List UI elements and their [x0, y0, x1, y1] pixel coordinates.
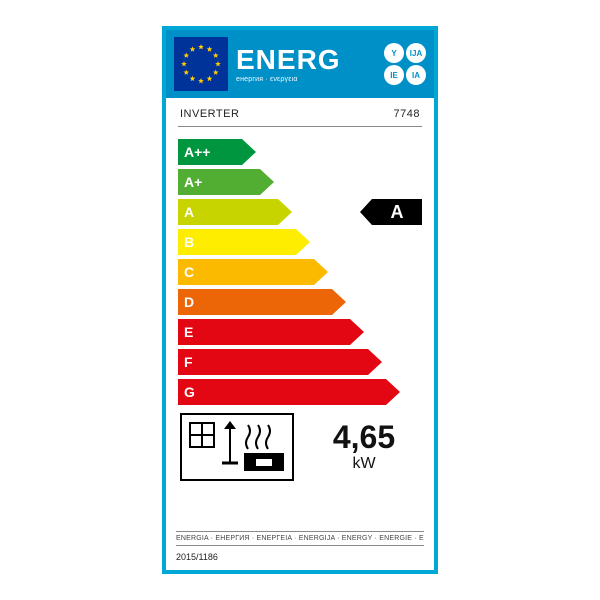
power-output: 4,65 kW — [308, 413, 420, 481]
svg-text:G: G — [184, 384, 195, 400]
divider — [178, 126, 422, 127]
svg-text:C: C — [184, 264, 194, 280]
product-row: INVERTER 7748 — [166, 98, 434, 126]
svg-text:D: D — [184, 294, 194, 310]
lang-cell: IA — [406, 65, 426, 85]
eu-flag-icon — [174, 37, 228, 91]
svg-text:A++: A++ — [184, 144, 210, 160]
lang-cell: Y — [384, 43, 404, 63]
lang-cell: IE — [384, 65, 404, 85]
energ-title-block: ENERG енергия · ενεργεια — [236, 46, 376, 83]
lang-cell: IJA — [406, 43, 426, 63]
footer-lang-line: ENERGIA · ЕНЕРГИЯ · ΕΝΕΡΓΕΙΑ · ENERGIJA … — [176, 531, 424, 546]
energ-title: ENERG — [236, 46, 376, 74]
efficiency-scale: A++A+ABCDEFG A — [166, 139, 434, 405]
label-header: ENERG енергия · ενεργεια YIJAIEIA — [166, 30, 434, 98]
lang-badges: YIJAIEIA — [384, 43, 426, 85]
footer-regulation: 2015/1186 — [176, 552, 424, 562]
efficiency-bars: A++A+ABCDEFG — [166, 139, 404, 405]
svg-text:B: B — [184, 234, 194, 250]
svg-text:F: F — [184, 354, 193, 370]
label-footer: ENERGIA · ЕНЕРГИЯ · ΕΝΕΡΓΕΙΑ · ENERGIJA … — [176, 531, 424, 562]
heater-icon — [180, 413, 294, 481]
product-brand: INVERTER — [180, 108, 239, 120]
rating-pointer: A — [360, 199, 422, 230]
power-row: 4,65 kW — [166, 405, 434, 481]
energy-label: ENERG енергия · ενεργεια YIJAIEIA INVERT… — [162, 26, 438, 574]
power-value: 4,65 — [308, 421, 420, 453]
svg-text:E: E — [184, 324, 193, 340]
product-model: 7748 — [394, 108, 420, 120]
svg-text:A+: A+ — [184, 174, 202, 190]
svg-text:A: A — [391, 202, 404, 222]
energ-subtitle: енергия · ενεργεια — [236, 76, 376, 83]
svg-text:A: A — [184, 204, 194, 220]
power-unit: kW — [308, 455, 420, 473]
